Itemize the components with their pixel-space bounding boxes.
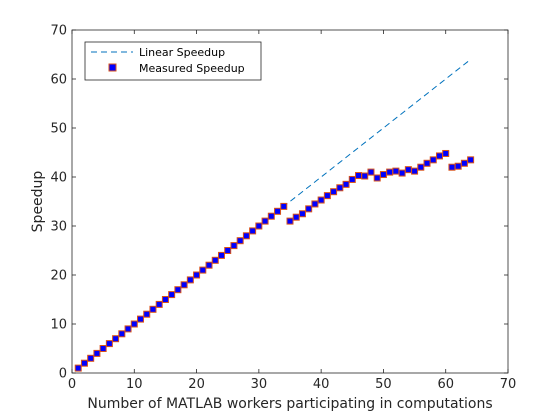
- legend-measured-label: Measured Speedup: [139, 62, 245, 75]
- x-tick-label: 20: [188, 377, 205, 392]
- measured-speedup-point: [143, 310, 151, 318]
- measured-speedup-point: [398, 169, 406, 177]
- measured-speedup-point: [404, 166, 412, 174]
- x-tick-labels: 0 10 20 30 40 50 60 70: [68, 377, 516, 392]
- measured-speedup-point: [292, 213, 300, 221]
- y-tick-labels: 0 10 20 30 40 50 60 70: [50, 24, 67, 382]
- x-tick-label: 40: [313, 377, 330, 392]
- x-axis-label: Number of MATLAB workers participating i…: [87, 396, 492, 412]
- measured-speedup-point: [137, 315, 145, 323]
- measured-speedup-point: [361, 172, 369, 180]
- x-tick-label: 10: [126, 377, 143, 392]
- measured-speedup-point: [454, 162, 462, 170]
- plot-area: [71, 29, 509, 374]
- x-tick-label: 70: [500, 377, 517, 392]
- measured-speedup-point: [249, 227, 257, 235]
- measured-speedup-point: [155, 300, 163, 308]
- y-tick-label: 20: [50, 269, 67, 284]
- measured-speedup-point: [236, 237, 244, 245]
- measured-speedup-point: [242, 232, 250, 240]
- y-tick-label: 70: [50, 24, 67, 39]
- measured-speedup-point: [467, 156, 475, 164]
- measured-speedup-point: [174, 286, 182, 294]
- measured-speedup-point: [149, 305, 157, 313]
- y-tick-label: 10: [50, 318, 67, 333]
- measured-speedup-point: [193, 271, 201, 279]
- measured-speedup-point: [448, 163, 456, 171]
- y-tick-label: 0: [59, 367, 67, 382]
- measured-speedup-point: [118, 330, 126, 338]
- measured-speedup-point: [336, 184, 344, 192]
- measured-speedup-point: [298, 210, 306, 218]
- measured-speedup-point: [305, 205, 313, 213]
- measured-speedup-point: [99, 345, 107, 352]
- measured-speedup-point: [373, 174, 381, 182]
- measured-speedup-point: [342, 180, 350, 188]
- measured-speedup-point: [392, 167, 400, 175]
- measured-speedup-point: [130, 320, 138, 328]
- measured-speedup-point: [286, 217, 294, 225]
- measured-speedup-point: [87, 354, 95, 362]
- measured-speedup-point: [311, 200, 319, 208]
- measured-speedup-point: [255, 222, 263, 230]
- measured-speedup-point: [180, 281, 188, 289]
- measured-speedup-point: [230, 242, 238, 250]
- measured-speedup-point: [224, 247, 232, 254]
- axis-ticks: [71, 29, 509, 374]
- measured-speedup-point: [330, 188, 338, 196]
- measured-speedup-point: [211, 256, 219, 264]
- measured-speedup-point: [460, 159, 468, 167]
- measured-speedup-point: [217, 251, 225, 259]
- x-tick-label: 0: [68, 377, 76, 392]
- legend-measured-swatch: [108, 63, 117, 72]
- measured-speedup-point: [429, 156, 437, 164]
- measured-speedup-point: [317, 196, 325, 204]
- legend: Linear Speedup Measured Speedup: [84, 41, 262, 81]
- measured-speedup-point: [367, 168, 375, 176]
- measured-speedup-point: [355, 172, 363, 180]
- measured-speedup-point: [267, 212, 275, 220]
- measured-speedup-point: [411, 167, 419, 175]
- measured-speedup-point: [93, 349, 101, 357]
- measured-speedup-point: [379, 171, 387, 179]
- y-axis-label: Speedup: [30, 171, 46, 233]
- measured-speedup-point: [105, 340, 113, 348]
- measured-speedup-point: [124, 325, 132, 333]
- measured-speedup-point: [168, 291, 176, 299]
- measured-speedup-point: [80, 359, 88, 367]
- measured-speedup-point: [323, 192, 331, 200]
- legend-linear-label: Linear Speedup: [139, 46, 225, 59]
- y-tick-label: 30: [50, 220, 67, 235]
- measured-speedup-point: [435, 152, 443, 160]
- measured-speedup-point: [417, 163, 425, 171]
- measured-speedup-point: [261, 217, 269, 225]
- y-tick-label: 60: [50, 73, 67, 88]
- measured-speedup-point: [186, 276, 194, 284]
- measured-speedup-point: [205, 261, 213, 269]
- measured-speedup-point: [423, 159, 431, 167]
- x-tick-label: 60: [437, 377, 454, 392]
- y-tick-label: 50: [50, 122, 67, 137]
- measured-speedup-point: [161, 296, 169, 303]
- measured-speedup-point: [442, 149, 450, 157]
- x-tick-label: 50: [375, 377, 392, 392]
- measured-speedup-point: [112, 335, 120, 343]
- measured-speedup-point: [199, 266, 207, 274]
- measured-speedup-point: [348, 175, 356, 183]
- measured-speedup-point: [280, 202, 288, 210]
- y-tick-label: 40: [50, 171, 67, 186]
- measured-speedup-series: [74, 149, 475, 372]
- legend-box: [84, 41, 262, 81]
- x-tick-label: 30: [251, 377, 268, 392]
- measured-speedup-point: [74, 364, 82, 372]
- measured-speedup-point: [386, 168, 394, 176]
- measured-speedup-point: [274, 207, 282, 215]
